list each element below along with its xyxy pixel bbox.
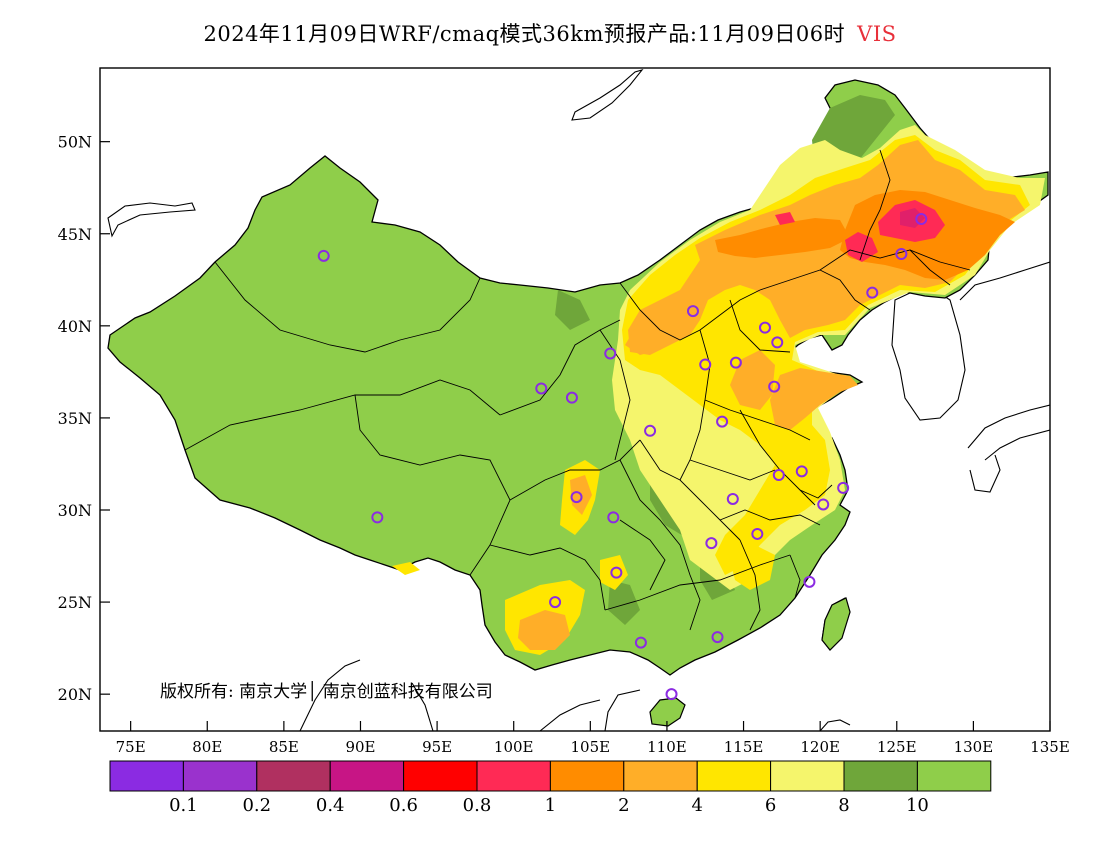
lon-tick-label: 100E	[494, 738, 534, 756]
legend-label: 0.6	[389, 795, 418, 816]
legend-swatch	[256, 760, 331, 792]
legend-swatch	[770, 760, 845, 792]
legend-label: 0.1	[169, 795, 198, 816]
legend-swatch	[623, 760, 698, 792]
legend-swatch	[916, 760, 992, 792]
lon-tick-label: 95E	[422, 738, 452, 756]
legend-label: 0.4	[316, 795, 345, 816]
low-vis-core-pink-3	[775, 212, 795, 225]
legend-swatch	[476, 760, 551, 792]
lat-tick-label: 25N	[58, 593, 92, 612]
lon-tick-label: 75E	[116, 738, 146, 756]
station-marker	[726, 492, 739, 505]
station-marker	[665, 688, 678, 701]
station-marker	[895, 248, 908, 261]
station-marker	[705, 537, 718, 550]
lat-tick-label: 40N	[58, 317, 92, 336]
lon-tick-label: 115E	[724, 738, 764, 756]
lon-tick-label: 90E	[345, 738, 375, 756]
lon-tick-label: 130E	[954, 738, 994, 756]
lat-tick-label: 45N	[58, 225, 92, 244]
legend-swatch	[843, 760, 918, 792]
copyright-text: 版权所有: 南京大学│ 南京创蓝科技有限公司	[160, 681, 493, 702]
station-marker	[317, 249, 330, 262]
orange-belt	[715, 218, 850, 258]
taiwan-island	[821, 597, 851, 651]
japan-outline	[967, 404, 1050, 493]
longitude-axis: 75E 80E 85E 90E 95E 100E 105E 110E 115E 120E 125E 1…	[116, 721, 1070, 756]
station-marker	[549, 596, 562, 609]
russia-coast	[959, 261, 1050, 301]
station-marker	[607, 511, 620, 524]
title-main: 2024年11月09日WRF/cmaq模式36km预报产品:11月09日06时	[203, 22, 846, 46]
legend-label: 4	[691, 795, 702, 816]
latitude-axis: 20N 25N 30N 35N 40N 45N 50N	[58, 133, 110, 704]
legend-swatch	[182, 760, 258, 792]
lon-tick-label: 135E	[1030, 738, 1070, 756]
station-marker	[699, 358, 712, 371]
station-markers	[317, 213, 928, 701]
station-marker	[795, 465, 808, 478]
nansha-line	[819, 719, 851, 731]
balkhash-outline	[107, 202, 196, 238]
station-marker	[803, 575, 816, 588]
title-variable: VIS	[857, 22, 897, 46]
map-frame	[99, 67, 1051, 732]
station-marker	[768, 380, 781, 393]
lon-tick-label: 125E	[877, 738, 917, 756]
station-marker	[751, 527, 764, 540]
lon-tick-label: 80E	[192, 738, 222, 756]
hainan-island	[649, 697, 686, 727]
map-title: 2024年11月09日WRF/cmaq模式36km预报产品:11月09日06时 V…	[0, 18, 1100, 48]
station-marker	[634, 636, 647, 649]
legend-label: 8	[838, 795, 849, 816]
station-marker	[817, 498, 830, 511]
lon-tick-label: 120E	[800, 738, 840, 756]
station-marker	[772, 469, 785, 482]
legend-label: 6	[765, 795, 776, 816]
lat-tick-label: 50N	[58, 133, 92, 152]
lat-tick-label: 30N	[58, 501, 92, 520]
station-marker	[716, 415, 729, 428]
lon-tick-label: 85E	[269, 738, 299, 756]
station-marker	[604, 347, 617, 360]
station-marker	[371, 511, 384, 524]
indochina-outline	[299, 659, 641, 731]
lat-tick-label: 35N	[58, 409, 92, 428]
lat-tick-label: 20N	[58, 685, 92, 704]
lake-baikal-outline	[571, 68, 644, 121]
legend-label: 2	[618, 795, 629, 816]
low-vis-core-pink-2	[845, 232, 878, 262]
station-marker	[686, 305, 699, 318]
lon-tick-label: 110E	[647, 738, 687, 756]
shandong-orange	[770, 368, 858, 430]
legend-swatch	[403, 760, 478, 792]
legend-swatch	[109, 760, 184, 792]
station-marker	[729, 356, 742, 369]
station-marker	[610, 566, 623, 579]
station-marker	[866, 286, 879, 299]
station-marker	[570, 491, 583, 504]
station-marker	[565, 391, 578, 404]
legend-swatch	[329, 760, 405, 792]
legend-label: 0.2	[242, 795, 271, 816]
station-marker	[644, 424, 657, 437]
station-marker	[837, 481, 850, 494]
station-marker	[711, 631, 724, 644]
legend-label: 10	[906, 795, 929, 816]
station-marker	[759, 321, 771, 334]
legend-label: 0.8	[463, 795, 492, 816]
lon-tick-label: 105E	[571, 738, 611, 756]
station-marker	[915, 213, 928, 226]
color-legend: 0.1 0.2 0.4 0.6 0.8 1 2 4 6 8 10	[109, 760, 992, 816]
legend-swatch	[549, 760, 625, 792]
legend-label: 1	[545, 795, 556, 816]
station-marker	[535, 382, 548, 395]
legend-swatch	[696, 760, 772, 792]
station-marker	[771, 336, 784, 349]
